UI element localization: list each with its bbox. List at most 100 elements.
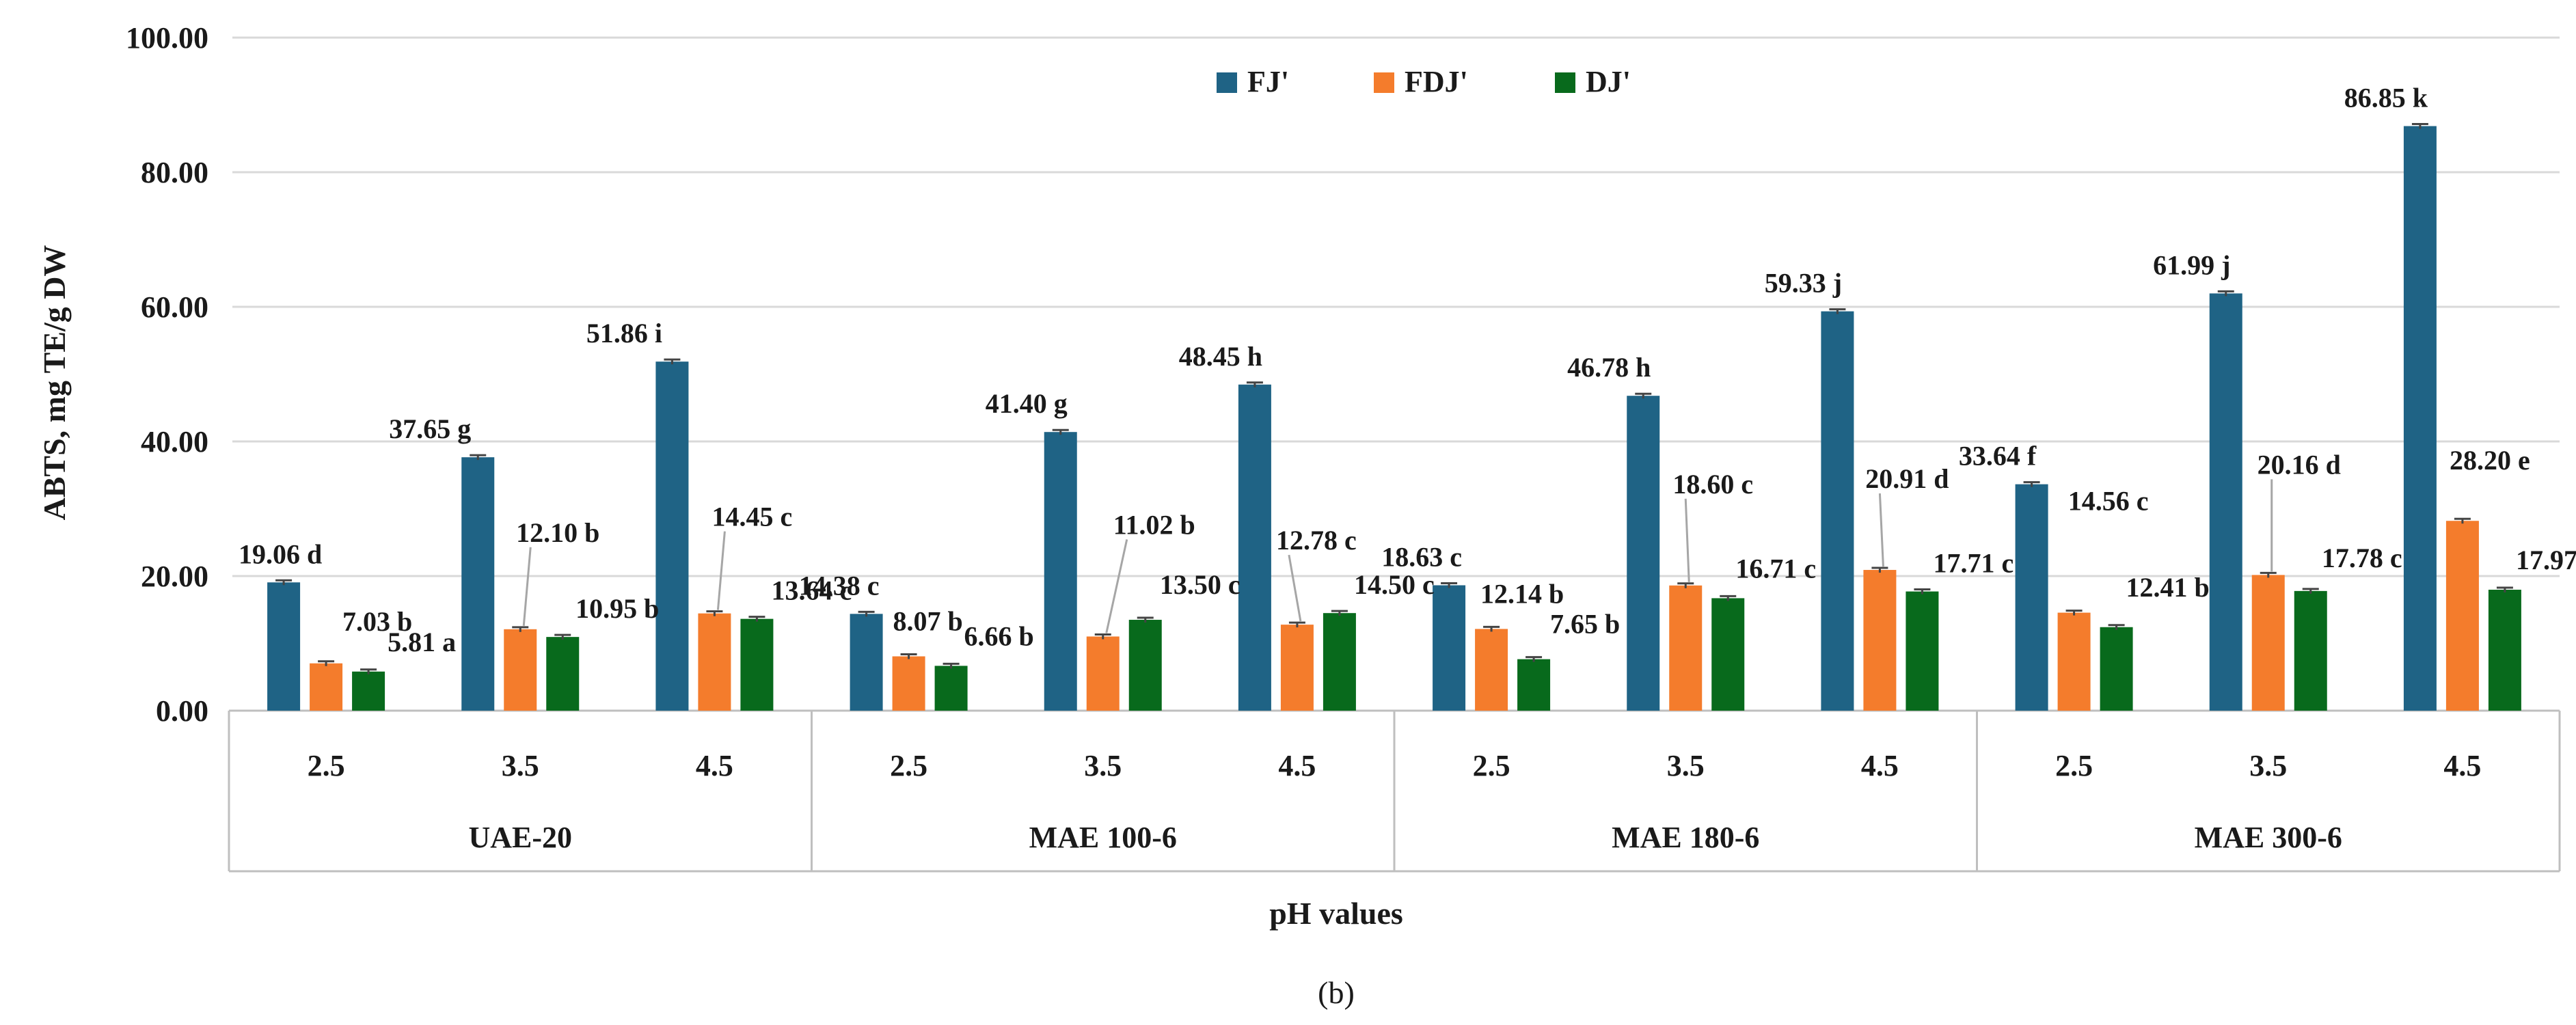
x-tick-label: 3.5 [2249,749,2287,782]
data-label-0-0: 19.06 d [239,538,322,569]
y-tick-label: 0.00 [156,694,208,728]
figure-caption: (b) [1318,975,1355,1010]
x-tick-label: 2.5 [2055,749,2093,782]
legend-label-1: FDJ' [1405,65,1468,98]
bar-2-10 [2294,590,2327,711]
bar-0-1 [461,457,495,711]
bar-0-10 [2209,293,2242,711]
data-label-2-10: 17.78 c [2322,543,2402,573]
data-label-1-6: 12.14 b [1480,578,1564,609]
data-label-0-6: 18.63 c [1381,541,1462,572]
y-axis-title: ABTS, mg TE/g DW [37,245,72,520]
data-label-1-2: 14.45 c [712,502,793,532]
data-label-0-3: 14.38 c [799,570,880,601]
data-label-0-8: 59.33 j [1765,268,1842,299]
data-label-1-11: 28.20 e [2450,445,2530,476]
data-label-1-5: 12.78 c [1276,525,1357,556]
data-label-2-3: 6.66 b [964,620,1033,651]
bar-1-5 [1280,625,1314,711]
bars [267,123,2521,711]
gridlines [232,36,2560,577]
axes: 0.00 20.00 40.00 60.00 80.00 100.00 2.5 3.5 4.5 2… [126,21,2561,873]
legend-swatch-1 [1374,72,1394,93]
bar-2-1 [546,637,580,711]
data-label-2-7: 16.71 c [1735,553,1816,584]
data-label-1-0: 7.03 b [342,606,412,637]
data-label-2-4: 13.50 c [1160,569,1240,600]
legend-label-2: DJ' [1586,65,1631,98]
label-leader [522,547,532,626]
legend: FJ' FDJ' DJ' [1217,65,1631,98]
bar-1-11 [2445,521,2479,711]
data-label-2-2: 13.64 c [772,575,852,606]
data-label-2-11: 17.97 c [2516,545,2576,575]
bar-0-4 [1044,432,1077,711]
group-label: MAE 300-6 [2195,821,2342,854]
bar-2-2 [740,618,774,711]
data-label-2-8: 17.71 c [1934,548,2014,579]
legend-swatch-0 [1217,72,1237,93]
bar-2-7 [1711,598,1745,711]
data-label-2-0: 5.81 a [388,627,456,657]
x-tick-label: 4.5 [696,749,733,782]
group-label: UAE-20 [468,821,572,854]
x-tick-label: 2.5 [890,749,927,782]
legend-swatch-2 [1555,72,1575,93]
bar-0-6 [1433,585,1466,711]
bar-2-4 [1128,620,1162,711]
bar-1-8 [1863,570,1897,711]
data-label-2-5: 14.50 c [1354,569,1435,600]
bar-0-2 [655,361,689,711]
data-label-2-9: 12.41 b [2126,572,2209,603]
group-label: MAE 180-6 [1612,821,1759,854]
legend-label-0: FJ' [1247,65,1289,98]
data-label-1-10: 20.16 d [2258,449,2341,480]
data-label-0-2: 51.86 i [586,318,662,348]
data-label-1-1: 12.10 b [516,517,599,548]
x-tick-label: 4.5 [1861,749,1899,782]
bar-2-8 [1906,591,1939,711]
group-label: MAE 100-6 [1029,821,1177,854]
bar-2-11 [2488,589,2521,711]
data-labels: 19.06 d 37.65 g 51.86 i 14.38 c 41.40 g 48.45… [239,83,2576,657]
bar-2-9 [2100,627,2133,711]
data-label-1-7: 18.60 c [1672,469,1753,500]
bar-2-6 [1517,659,1551,711]
x-tick-label: 4.5 [1278,749,1316,782]
bar-1-7 [1669,585,1703,711]
bar-1-0 [310,663,343,711]
label-leader [1684,498,1690,582]
bar-1-4 [1086,636,1120,711]
bar-1-6 [1475,629,1508,711]
data-label-0-11: 86.85 k [2344,83,2428,113]
label-leader [1105,539,1128,633]
x-tick-label: 2.5 [308,749,345,782]
data-label-0-4: 41.40 g [986,388,1068,419]
bar-0-8 [1821,311,1854,711]
bar-2-3 [934,666,968,711]
y-tick-label: 60.00 [141,290,208,324]
label-leader [1288,554,1302,622]
bar-0-7 [1627,396,1660,711]
data-label-1-4: 11.02 b [1113,509,1195,540]
bar-0-3 [850,614,883,711]
data-label-0-1: 37.65 g [389,413,471,444]
x-tick-label: 3.5 [1084,749,1122,782]
y-tick-label: 100.00 [126,21,208,55]
bar-0-9 [2015,484,2048,711]
x-tick-label: 2.5 [1473,749,1510,782]
bar-2-0 [352,671,385,711]
y-tick-label: 40.00 [141,425,208,459]
label-leader [1878,493,1884,567]
data-label-1-3: 8.07 b [893,606,962,637]
bar-0-0 [267,582,301,711]
x-axis-title: pH values [1269,896,1403,931]
x-tick-label: 3.5 [1667,749,1705,782]
bar-1-1 [504,629,537,711]
data-label-2-6: 7.65 b [1550,609,1620,640]
bar-0-5 [1238,384,1271,711]
data-label-0-9: 33.64 f [1959,441,2037,472]
label-leader [716,531,726,610]
bar-1-10 [2251,575,2285,711]
x-tick-label: 3.5 [502,749,539,782]
